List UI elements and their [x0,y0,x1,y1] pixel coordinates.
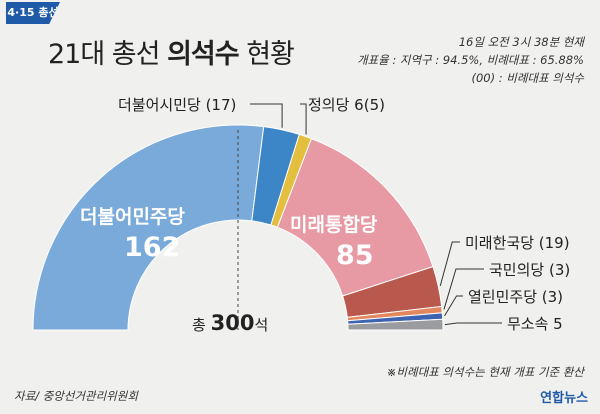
label-jeongui: 정의당 6(5) [308,96,385,114]
leader-line-4 [439,241,460,287]
label-hanguk: 미래한국당 (19) [465,234,570,252]
leader-line-5 [443,268,484,310]
leader-line-6 [444,295,463,317]
total-seats: 총 300석 [192,311,268,335]
election-tag: 4·15 총선 [6,2,60,24]
segment-7 [347,318,444,331]
source-text: 자료/ 중앙선거관리위원회 [14,389,138,403]
label-minjoo: 더불어민주당 [80,206,185,228]
value-tonghap: 85 [336,240,374,271]
value-minjoo: 162 [124,232,181,263]
leader-line-7 [444,322,502,326]
title-suffix: 현황 [246,39,295,70]
page-title: 21대 총선 의석수 현황 [48,32,295,71]
guide-lines [250,103,502,326]
segment-0 [32,124,265,331]
footnote: ※비례대표 의석수는 현재 개표 기준 환산 [386,365,584,379]
yonhap-logo: 연합뉴스 [540,391,588,406]
leader-line-2 [300,103,307,135]
total-value: 300 [210,311,255,335]
total-unit: 석 [254,316,269,334]
label-yeolin: 열린민주당 (3) [468,288,564,306]
count-rate-note: 개표율 : 지역구 : 94.5%, 비례대표 : 65.88% [356,53,584,67]
label-musosok: 무소속 5 [507,315,563,333]
title-bold: 의석수 [167,39,240,70]
legend-note: (00) : 비례대표 의석수 [471,71,584,85]
title-prefix: 21대 총선 [48,39,160,70]
total-label: 총 [192,316,206,334]
time-note: 16일 오전 3시 38분 현재 [458,35,584,49]
chart-segments [32,124,444,331]
label-kukmin: 국민의당 (3) [489,261,571,279]
label-siminn: 더불어시민당 (17) [118,96,237,114]
leader-line-1 [250,103,283,128]
label-tonghap: 미래통합당 [290,214,378,236]
